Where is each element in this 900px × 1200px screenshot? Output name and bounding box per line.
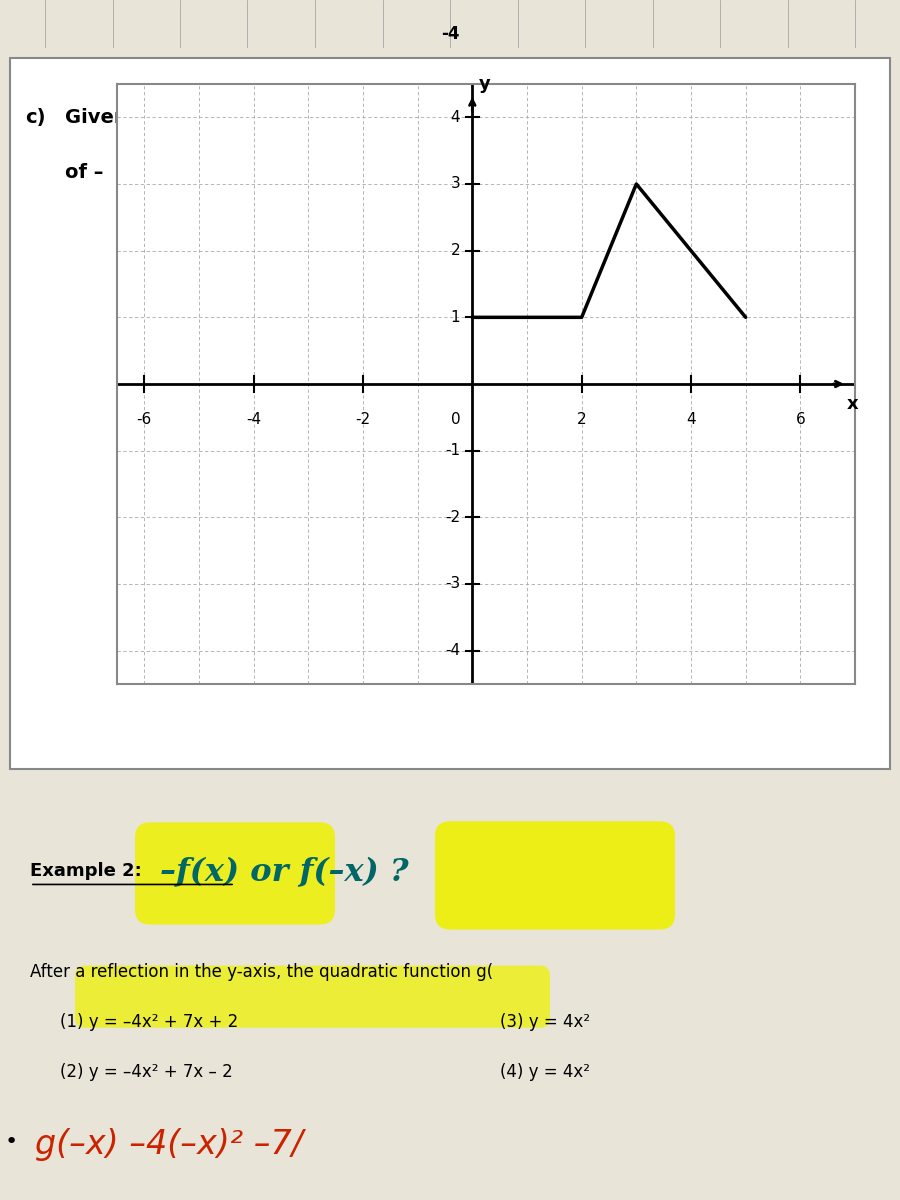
- Text: 4: 4: [686, 412, 696, 427]
- Text: 4: 4: [451, 110, 460, 125]
- Text: Example 2:: Example 2:: [30, 863, 142, 881]
- Text: Given the graph of: Given the graph of: [65, 108, 278, 127]
- Text: (2) y = –4x² + 7x – 2: (2) y = –4x² + 7x – 2: [60, 1063, 233, 1081]
- Text: 2: 2: [451, 244, 460, 258]
- Text: After a reflection in the y-axis, the quadratic function g(: After a reflection in the y-axis, the qu…: [30, 962, 493, 980]
- Text: –f(x) or f(–x) ?: –f(x) or f(–x) ?: [160, 856, 409, 887]
- Text: (: (: [415, 108, 424, 127]
- Text: -4: -4: [446, 643, 460, 658]
- FancyBboxPatch shape: [75, 966, 550, 1027]
- Text: 3: 3: [451, 176, 460, 192]
- Text: -6: -6: [137, 412, 152, 427]
- Text: g(–x) –4(–x)² –7/: g(–x) –4(–x)² –7/: [35, 1128, 303, 1162]
- Text: x: x: [847, 395, 858, 413]
- Text: -4: -4: [441, 24, 459, 42]
- Text: 1: 1: [451, 310, 460, 325]
- Text: -1: -1: [446, 443, 460, 458]
- Text: 6: 6: [796, 412, 806, 427]
- Text: x: x: [430, 108, 443, 127]
- Text: 0: 0: [451, 412, 460, 427]
- FancyBboxPatch shape: [10, 58, 890, 769]
- Text: of –: of –: [65, 163, 104, 182]
- Text: f: f: [135, 163, 143, 182]
- Text: 2: 2: [577, 412, 587, 427]
- Text: y: y: [479, 76, 490, 94]
- Text: (1) y = –4x² + 7x + 2: (1) y = –4x² + 7x + 2: [60, 1013, 239, 1031]
- Text: (x).: (x).: [165, 163, 202, 182]
- Text: •: •: [5, 1132, 18, 1152]
- Text: (4) y = 4x²: (4) y = 4x²: [500, 1063, 590, 1081]
- Text: -4: -4: [246, 412, 261, 427]
- FancyBboxPatch shape: [135, 822, 335, 924]
- Text: c): c): [25, 108, 46, 127]
- Text: f: f: [385, 108, 393, 127]
- Text: -2: -2: [356, 412, 371, 427]
- Text: -3: -3: [446, 576, 460, 592]
- Text: (3) y = 4x²: (3) y = 4x²: [500, 1013, 590, 1031]
- Text: ) below, sketch the graph: ) below, sketch the graph: [460, 108, 741, 127]
- Text: -2: -2: [446, 510, 460, 524]
- FancyBboxPatch shape: [435, 821, 675, 930]
